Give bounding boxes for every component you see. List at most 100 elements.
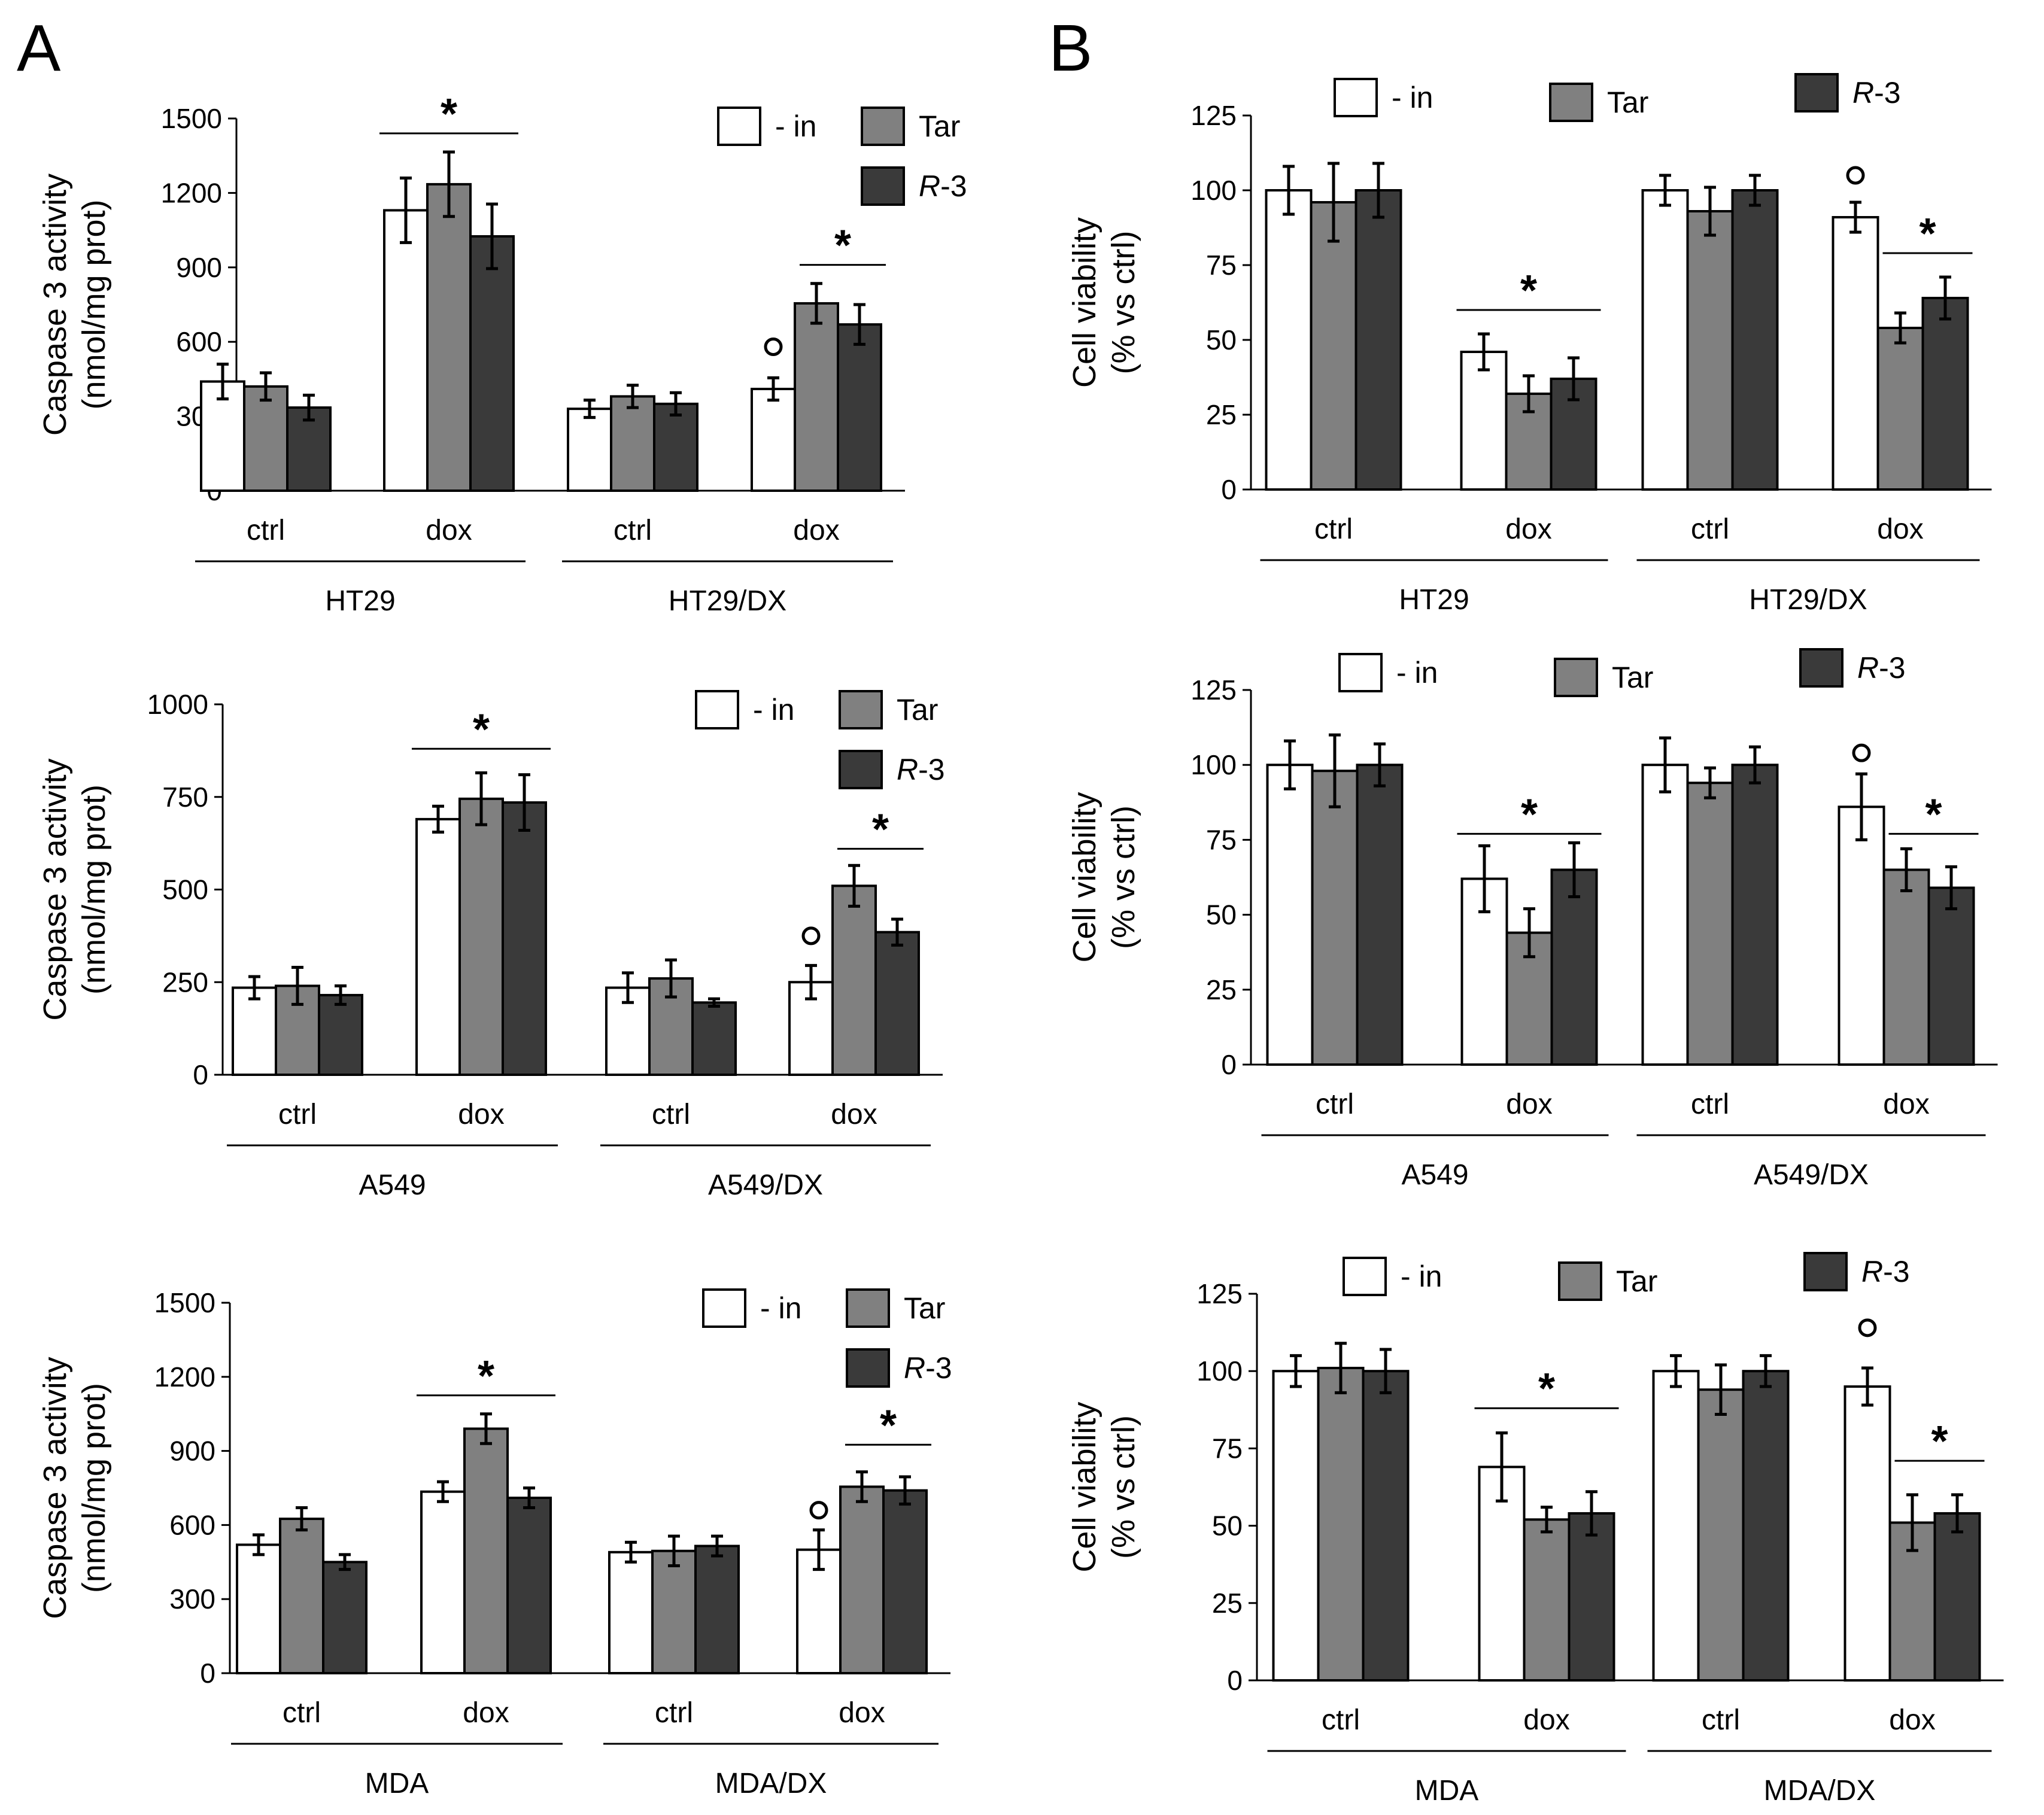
y-tick-label: 50 [1206, 899, 1237, 931]
legend-swatch-minus-in [1334, 78, 1378, 117]
legend-label-text: Tar [904, 1291, 945, 1325]
bar-r3 [322, 1561, 368, 1675]
y-tick-label: 500 [162, 874, 208, 905]
legend-label-text: Tar [1612, 661, 1653, 694]
category-label: ctrl [652, 1099, 690, 1130]
legend-label-text: - in [1396, 656, 1438, 689]
category-label: ctrl [283, 1697, 321, 1729]
y-tick-label: 100 [1190, 749, 1237, 780]
legend-label-r3: R-3 [919, 169, 967, 203]
legend-label-tar: Tar [1607, 86, 1648, 119]
bar-minus-in [1641, 764, 1689, 1066]
category-label: dox [793, 515, 839, 546]
chart-b1: 0 25 50 75 100 125 Cell viability (% vs ctrl) ct… [1067, 73, 1992, 616]
legend-swatch-tar [1554, 658, 1598, 697]
bar-tar [794, 302, 839, 492]
y-axis-title-line1: Cell viability [1067, 217, 1103, 388]
bar-minus-in [420, 1490, 466, 1674]
bar-tar [1523, 1518, 1571, 1682]
legend-label-italic: R [919, 169, 940, 203]
category-label: ctrl [1322, 1704, 1360, 1736]
y-tick-label: 75 [1212, 1433, 1243, 1464]
y-tick-label: 100 [1196, 1355, 1243, 1387]
circle-marker [1858, 1318, 1877, 1337]
y-tick-label: 50 [1206, 324, 1237, 355]
cell-line-label: HT29/DX [669, 585, 786, 617]
legend-label-r3: R-3 [897, 753, 945, 786]
legend-swatch-minus-in [1338, 653, 1383, 692]
legend-label-minus-in: - in [753, 693, 794, 726]
legend-swatch-tar [861, 107, 905, 146]
legend: - in Tar R-3 [1338, 648, 1906, 697]
legend-label-italic: R [897, 753, 918, 786]
y-tick-label: 900 [169, 1436, 215, 1467]
y-tick-label: 900 [176, 252, 222, 283]
legend-swatch-minus-in [1343, 1257, 1387, 1296]
bar-tar [651, 1549, 697, 1674]
legend-label-r3: R-3 [1861, 1255, 1910, 1288]
y-tick-label: 25 [1206, 974, 1237, 1005]
bar-minus-in [751, 387, 796, 492]
category-label: ctrl [1691, 513, 1729, 545]
category-label: ctrl [1691, 1089, 1729, 1120]
category-label: dox [458, 1099, 504, 1130]
bar-minus-in [1460, 351, 1508, 491]
significance-star: * [1520, 267, 1537, 315]
chart-b2: 0 25 50 75 100 125 Cell viability (% vs ctrl) ct… [1067, 648, 1998, 1191]
category-label: dox [1505, 513, 1551, 545]
y-tick-label: 100 [1190, 175, 1237, 206]
bar-minus-in [1843, 1385, 1891, 1682]
significance-star: * [1538, 1365, 1555, 1413]
y-tick-label: 125 [1190, 674, 1237, 706]
category-label: ctrl [655, 1697, 693, 1729]
legend-label-text: Tar [919, 110, 960, 143]
legend-label-text: - in [1401, 1260, 1442, 1293]
y-tick-label: 50 [1212, 1510, 1243, 1542]
y-tick-label: 250 [162, 966, 208, 998]
cell-line-label: A549/DX [708, 1169, 823, 1201]
legend-label-tar: Tar [919, 110, 960, 143]
bar-r3 [1550, 868, 1598, 1066]
bar-r3 [1356, 764, 1404, 1066]
significance-star: * [473, 706, 490, 753]
category-label: dox [1506, 1089, 1552, 1120]
legend-label-italic: R [1861, 1255, 1883, 1288]
bar-tar [1505, 393, 1553, 491]
bar-r3 [694, 1545, 740, 1674]
bar-minus-in [415, 817, 461, 1076]
bar-tar [463, 1427, 509, 1674]
y-tick-label: 1500 [154, 1287, 215, 1318]
category-label: dox [1877, 513, 1923, 545]
legend-label-minus-in: - in [775, 110, 816, 143]
bar-tar [243, 385, 288, 492]
bar-tar [458, 797, 504, 1076]
legend-swatch-r3 [1794, 73, 1839, 113]
bar-tar [1686, 782, 1734, 1066]
bar-minus-in [1641, 189, 1689, 491]
legend-label-minus-in: - in [1392, 81, 1433, 114]
cell-line-label: A549/DX [1754, 1159, 1869, 1191]
y-tick-label: 0 [193, 1059, 208, 1090]
bar-tar [839, 1485, 885, 1675]
category-label: dox [1883, 1089, 1929, 1120]
legend-swatch-r3 [1803, 1252, 1848, 1291]
bar-r3 [1927, 886, 1975, 1066]
legend: - in Tar R-3 [717, 107, 967, 206]
bar-minus-in [1832, 216, 1879, 491]
significance-star: * [478, 1352, 494, 1400]
bar-tar [426, 183, 472, 492]
bar-r3 [502, 801, 547, 1077]
circle-marker [801, 926, 821, 945]
bar-r3 [1568, 1512, 1615, 1682]
y-axis-title-line2: (nmol/mg prot) [76, 199, 112, 409]
significance-star: * [1931, 1418, 1948, 1466]
y-tick-label: 1500 [161, 103, 222, 134]
legend-swatch-r3 [1799, 648, 1843, 688]
bar-minus-in [232, 986, 277, 1077]
legend-label-text: -3 [1883, 1255, 1909, 1288]
bar-tar [279, 1518, 324, 1674]
y-axis-title-line2: (nmol/mg prot) [76, 785, 112, 995]
y-tick-label: 600 [176, 326, 222, 357]
legend-swatch-minus-in [717, 107, 761, 146]
